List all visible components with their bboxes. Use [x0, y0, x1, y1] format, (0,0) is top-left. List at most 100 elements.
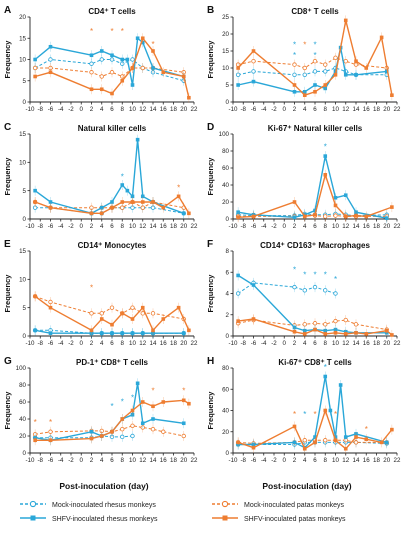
- panel-h-series-mock-rhesus: [238, 441, 387, 445]
- panel-f-point-shfv-patas: [302, 332, 307, 336]
- panel-f-significance-star: *: [293, 265, 296, 274]
- panel-d-y-tick-label: 20: [222, 199, 229, 206]
- panel-b-x-tick-label: 12: [342, 106, 349, 113]
- panel-h-significance-star: *: [365, 425, 368, 434]
- panel-a-point-mock-patas: [109, 70, 115, 75]
- panel-f-point-shfv-rhesus: [333, 327, 338, 332]
- panel-f-x-tick-label: -2: [271, 340, 277, 347]
- panel-c-y-tick-label: 15: [19, 131, 26, 138]
- panel-d-y-tick-label: 100: [219, 131, 230, 138]
- panel-c-x-tick-label: 0: [80, 223, 84, 230]
- panel-h-point-shfv-patas: [379, 440, 384, 445]
- panel-f-x-tick-label: 6: [313, 340, 317, 347]
- panel-b-point-mock-patas: [333, 55, 338, 60]
- panel-h-point-shfv-patas: [390, 427, 394, 432]
- panel-a-x-tick-label: 10: [129, 106, 136, 113]
- legend-item-mock-rhesus: Mock-inoculated rhesus monkeys: [20, 500, 156, 509]
- panel-d-x-tick-label: 2: [293, 223, 297, 230]
- panel-d-point-shfv-rhesus: [384, 216, 389, 220]
- panel-a-x-tick-label: 18: [170, 106, 177, 113]
- panel-h-x-tick-label: 20: [383, 457, 390, 464]
- panel-a-point-shfv-rhesus: [130, 83, 135, 87]
- panel-d-point-shfv-patas: [292, 200, 297, 204]
- panel-a-x-tick-label: 8: [121, 106, 125, 113]
- panel-d-title: Ki-67⁺ Natural killer cells: [268, 124, 363, 133]
- panel-g-x-tick-label: 8: [121, 457, 125, 464]
- panel-h-x-tick-label: -10: [229, 457, 239, 464]
- panel-e-x-tick-label: 2: [90, 340, 94, 347]
- panel-g-point-shfv-patas: [181, 398, 186, 403]
- panel-f-y-tick-label: 0: [226, 333, 230, 340]
- panel-g-point-shfv-rhesus: [130, 412, 135, 417]
- panel-g-y-tick-label: 60: [19, 399, 26, 406]
- panel-e-point-shfv-patas: [89, 328, 94, 333]
- panel-g-point-shfv-patas: [161, 400, 166, 404]
- panel-d-x-tick-label: 0: [283, 223, 287, 230]
- panel-g-point-mock-patas: [130, 423, 135, 428]
- panel-d-point-shfv-patas: [313, 212, 317, 217]
- panel-b-x-tick-label: 4: [303, 106, 307, 113]
- panel-d-x-tick-label: -8: [240, 223, 246, 230]
- panel-h-point-shfv-patas: [236, 440, 240, 445]
- panel-a-x-tick-label: -6: [48, 106, 54, 113]
- panel-f-y-axis-label: Frequency: [206, 274, 215, 313]
- panel-d-point-shfv-rhesus: [323, 154, 328, 158]
- panel-b-point-mock-rhesus: [302, 72, 307, 77]
- panel-f-y-tick-label: 6: [226, 269, 230, 276]
- panel-f-point-shfv-rhesus: [302, 328, 307, 333]
- panel-e-y-tick-label: 5: [23, 305, 27, 312]
- panel-h-series-shfv-patas: [237, 408, 393, 450]
- panel-b-point-shfv-rhesus: [251, 79, 256, 84]
- panel-d: D Ki-67⁺ Natural killer cellsFrequency020…: [206, 122, 401, 230]
- panel-g-point-mock-patas: [120, 427, 125, 432]
- panel-h-x-tick-label: 4: [303, 457, 307, 464]
- panel-a-point-shfv-patas: [130, 66, 135, 70]
- panel-h-x-tick-label: 2: [293, 457, 297, 464]
- panel-e-x-tick-label: 12: [139, 340, 146, 347]
- panel-h-point-shfv-patas: [354, 435, 358, 439]
- panel-b-point-shfv-patas: [236, 66, 240, 70]
- panel-g-point-mock-patas: [150, 427, 156, 432]
- panel-c-x-tick-label: -4: [58, 223, 64, 230]
- panel-c-x-tick-label: 6: [110, 223, 114, 230]
- panel-f-x-tick-label: 20: [383, 340, 390, 347]
- panel-b-point-mock-patas: [292, 62, 297, 67]
- panel-b-x-tick-label: 22: [394, 106, 401, 113]
- panel-f-significance-star: *: [324, 271, 327, 280]
- panel-b-point-shfv-rhesus: [323, 86, 328, 91]
- panel-e-x-tick-label: -10: [26, 340, 36, 347]
- panel-f-point-shfv-patas: [251, 317, 256, 321]
- panel-e-point-shfv-patas: [99, 317, 104, 321]
- panel-g-x-tick-label: -6: [48, 457, 54, 464]
- panel-f-point-mock-rhesus: [302, 288, 307, 293]
- panel-b-x-tick-label: -8: [240, 106, 246, 113]
- panel-f-series-shfv-rhesus: [237, 274, 387, 334]
- panel-g-y-tick-label: 40: [19, 416, 26, 423]
- panel-d-x-tick-label: 14: [353, 223, 360, 230]
- panel-b-x-tick-label: 6: [313, 106, 317, 113]
- legend-label-mock-patas: Mock-inoculated patas monkeys: [244, 502, 344, 509]
- panel-b-y-tick-label: 0: [226, 99, 230, 106]
- panel-e-point-shfv-patas: [110, 322, 114, 327]
- panel-g-point-mock-rhesus: [120, 434, 125, 440]
- panel-f-x-tick-label: 18: [373, 340, 380, 347]
- panel-h-series-shfv-rhesus: [238, 376, 387, 449]
- panel-a-x-tick-label: 0: [80, 106, 84, 113]
- panel-h-point-shfv-patas: [333, 438, 338, 443]
- panel-b-point-shfv-patas: [354, 59, 358, 63]
- panel-e-x-tick-label: 10: [129, 340, 136, 347]
- legend-marker-shfv-patas: [222, 515, 228, 521]
- panel-c-point-shfv-rhesus: [140, 194, 145, 199]
- panel-a-point-mock-patas: [48, 65, 53, 71]
- panel-a-x-tick-label: 2: [90, 106, 94, 113]
- panel-a-y-tick-label: 20: [19, 14, 26, 21]
- panel-h-x-tick-label: -6: [251, 457, 257, 464]
- panel-c-point-shfv-patas: [99, 211, 104, 216]
- panel-g-x-tick-label: 0: [80, 457, 84, 464]
- panel-b-point-mock-patas: [323, 62, 328, 67]
- legend-marker-mock-rhesus: [29, 500, 37, 508]
- panel-a-x-tick-label: -8: [37, 106, 43, 113]
- panel-e-y-tick-label: 0: [23, 333, 27, 340]
- panel-a-point-mock-rhesus: [99, 57, 104, 62]
